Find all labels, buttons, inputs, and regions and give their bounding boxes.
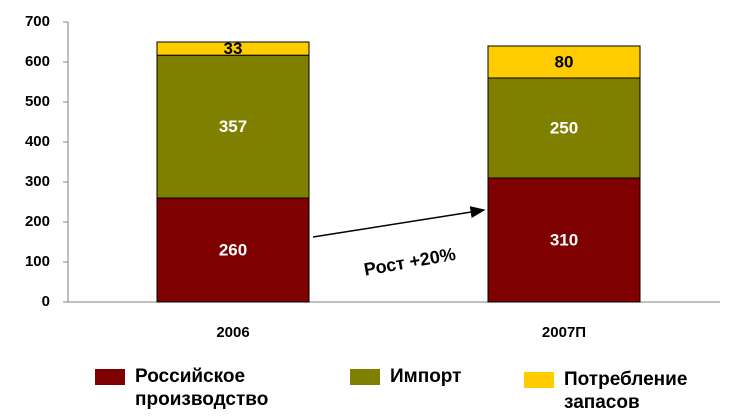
legend-swatch <box>524 372 554 388</box>
y-tick-label: 400 <box>25 133 50 150</box>
y-tick-label: 600 <box>25 53 50 70</box>
growth-arrow <box>312 206 486 238</box>
legend-swatch <box>95 369 125 385</box>
value-label: 357 <box>219 117 247 136</box>
y-tick-label: 100 <box>25 253 50 270</box>
legend-label: Импорт <box>390 366 462 387</box>
annotation: Рост +20% <box>362 244 457 280</box>
bar-segment <box>156 41 310 56</box>
value-label: 310 <box>550 230 578 249</box>
y-tick-label: 300 <box>25 173 50 190</box>
bar-segment <box>156 54 310 199</box>
legend-item: Импорт <box>350 365 480 388</box>
legend-item: Потребление запасов <box>524 368 714 414</box>
legend-label: Российское производство <box>135 366 269 410</box>
y-tick-label: 500 <box>25 93 50 110</box>
y-tick-label: 700 <box>25 13 50 30</box>
bar-segment <box>487 177 641 303</box>
bar-segment <box>487 45 641 79</box>
y-tick-label: 0 <box>42 293 50 310</box>
value-label: 33 <box>224 39 243 58</box>
x-tick-label: 2007П <box>542 324 586 341</box>
y-tick-label: 200 <box>25 213 50 230</box>
legend-swatch <box>350 369 380 385</box>
bar-segment <box>487 77 641 179</box>
value-label: 250 <box>550 118 578 137</box>
value-label: 260 <box>219 240 247 259</box>
value-label: 80 <box>555 52 574 71</box>
x-tick-label: 2006 <box>216 324 249 341</box>
legend-item: Российское производство <box>95 365 269 411</box>
legend-label: Потребление запасов <box>564 369 688 413</box>
